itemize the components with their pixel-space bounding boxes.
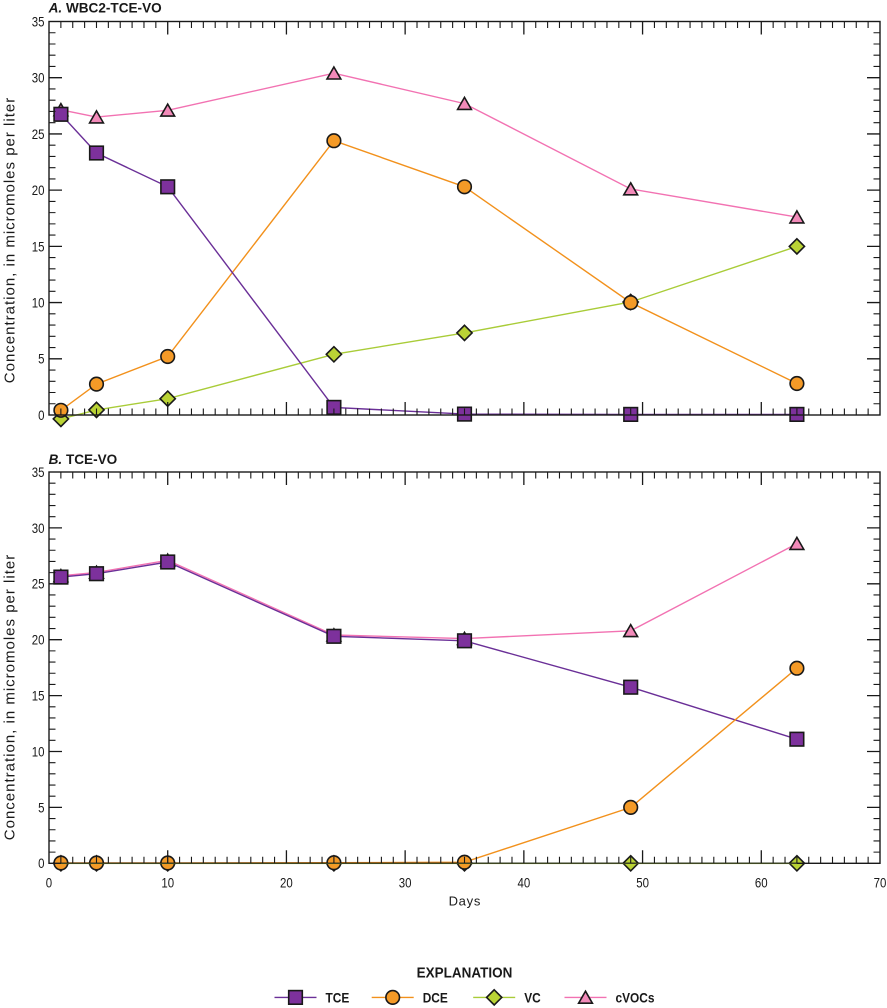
- svg-text:0: 0: [38, 408, 44, 423]
- svg-text:EXPLANATION: EXPLANATION: [417, 964, 513, 981]
- svg-text:10: 10: [161, 875, 174, 890]
- svg-text:Days: Days: [449, 894, 481, 909]
- svg-text:30: 30: [32, 71, 45, 86]
- svg-text:30: 30: [32, 521, 45, 536]
- svg-text:A. WBC2-TCE-VO: A. WBC2-TCE-VO: [48, 0, 162, 15]
- svg-text:40: 40: [518, 875, 531, 890]
- svg-text:25: 25: [32, 127, 45, 142]
- svg-text:TCE: TCE: [326, 989, 350, 1005]
- svg-text:20: 20: [280, 875, 293, 890]
- svg-text:Concentration, in micromoles p: Concentration, in micromoles per liter: [2, 554, 19, 840]
- svg-text:B. TCE-VO: B. TCE-VO: [49, 452, 118, 467]
- svg-text:50: 50: [636, 875, 649, 890]
- svg-text:0: 0: [46, 875, 52, 890]
- svg-text:20: 20: [32, 633, 45, 648]
- svg-text:5: 5: [38, 352, 44, 367]
- svg-text:60: 60: [755, 875, 768, 890]
- svg-text:10: 10: [32, 745, 45, 760]
- svg-text:VC: VC: [524, 989, 541, 1005]
- svg-text:0: 0: [38, 856, 44, 871]
- svg-text:20: 20: [32, 183, 45, 198]
- svg-text:15: 15: [32, 239, 45, 254]
- svg-text:Concentration, in micromoles p: Concentration, in micromoles per liter: [2, 97, 19, 383]
- svg-text:25: 25: [32, 577, 45, 592]
- svg-text:5: 5: [38, 800, 44, 815]
- svg-text:DCE: DCE: [423, 989, 448, 1005]
- svg-text:30: 30: [399, 875, 412, 890]
- svg-text:70: 70: [874, 875, 887, 890]
- svg-text:15: 15: [32, 689, 45, 704]
- svg-text:35: 35: [32, 465, 45, 480]
- svg-text:35: 35: [32, 15, 45, 30]
- svg-text:10: 10: [32, 296, 45, 311]
- svg-text:cVOCs: cVOCs: [616, 989, 655, 1005]
